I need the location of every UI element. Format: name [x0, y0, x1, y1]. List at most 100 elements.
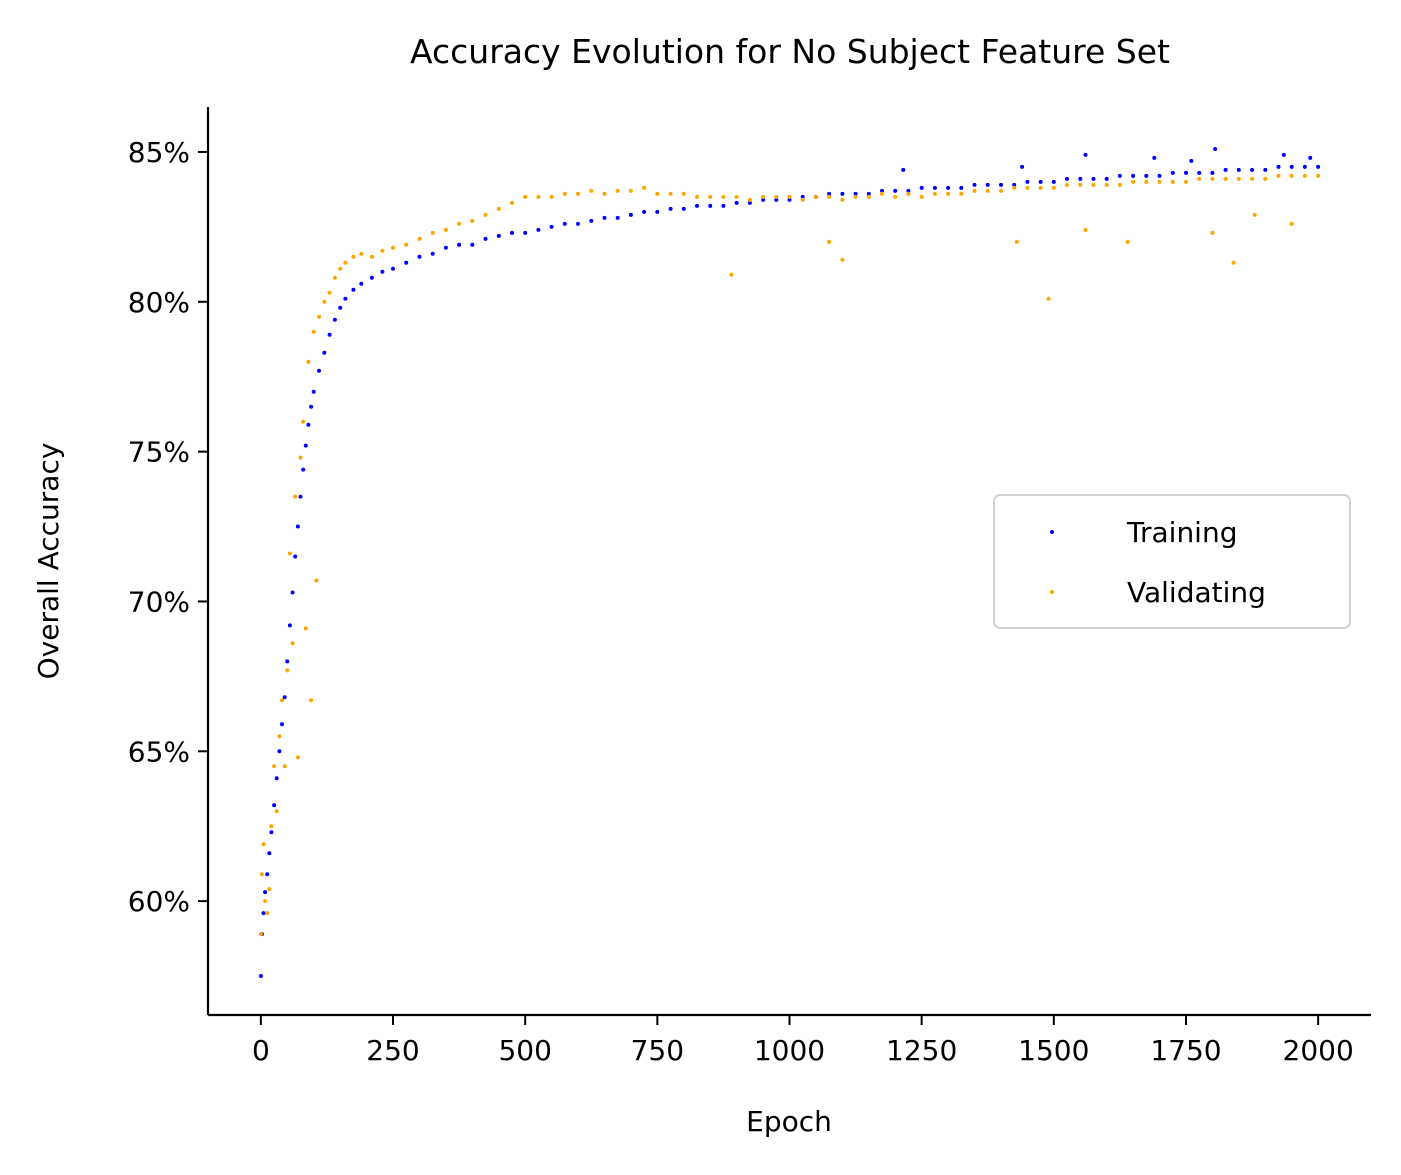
training-point — [1091, 176, 1096, 181]
training-point — [1144, 173, 1149, 178]
training-point — [470, 242, 475, 247]
training-point — [391, 266, 395, 271]
validating-point — [277, 734, 282, 739]
validating-point — [628, 188, 633, 193]
training-point — [549, 224, 554, 229]
training-point — [1289, 164, 1294, 169]
training-point — [880, 188, 884, 193]
validating-point — [721, 194, 726, 199]
training-point — [866, 191, 871, 196]
training-point — [959, 185, 964, 190]
validating-point — [470, 218, 475, 223]
validating-point — [1289, 221, 1294, 226]
training-point — [1170, 170, 1175, 175]
training-point — [282, 695, 287, 700]
training-point — [893, 188, 898, 193]
training-point — [761, 197, 766, 202]
validating-point — [695, 194, 699, 199]
validating-point — [272, 764, 277, 769]
validating-point — [391, 245, 395, 250]
validating-point — [589, 188, 594, 193]
training-point — [721, 203, 726, 208]
validating-point — [314, 578, 319, 583]
x-axis-label: Epoch — [746, 1105, 832, 1138]
training-point — [1308, 155, 1313, 160]
plot-area — [258, 147, 1321, 978]
training-point — [1302, 164, 1307, 169]
validating-point — [576, 191, 580, 196]
training-point — [443, 245, 448, 250]
validating-point — [681, 191, 686, 196]
validating-point — [840, 257, 845, 262]
training-point — [1020, 164, 1025, 169]
validating-point — [1046, 296, 1051, 301]
validating-point — [813, 194, 818, 199]
training-point — [338, 305, 343, 310]
training-point — [1250, 167, 1255, 172]
training-point — [269, 830, 274, 835]
training-point — [343, 296, 348, 301]
training-point — [602, 215, 607, 220]
validating-point — [303, 626, 308, 631]
training-point — [523, 230, 528, 235]
validating-point — [351, 254, 356, 259]
training-point — [1276, 164, 1281, 169]
training-point — [576, 221, 580, 226]
validating-point — [562, 191, 567, 196]
training-point — [946, 185, 951, 190]
training-point — [906, 188, 911, 193]
validating-point — [1302, 173, 1307, 178]
validating-point — [985, 188, 990, 193]
validating-point — [258, 932, 263, 937]
validating-point — [1157, 179, 1162, 184]
y-tick-label: 75% — [128, 436, 190, 469]
validating-point — [369, 254, 374, 259]
validating-point — [549, 194, 554, 199]
legend: Training Validating — [993, 494, 1351, 629]
legend-label-training: Training — [1126, 516, 1237, 549]
validating-point — [1131, 179, 1136, 184]
x-tick-label: 2000 — [1283, 1034, 1354, 1067]
validating-point — [295, 755, 300, 760]
x-tick-label: 1250 — [886, 1034, 957, 1067]
training-point — [295, 524, 300, 529]
validating-point — [827, 239, 832, 244]
validating-point — [510, 200, 514, 205]
validating-point — [1051, 185, 1056, 190]
validating-point — [404, 242, 409, 247]
validating-point — [1263, 176, 1268, 181]
validating-point — [1125, 239, 1130, 244]
training-point — [298, 494, 303, 499]
series-training — [258, 147, 1321, 978]
training-point — [369, 275, 374, 280]
validating-point — [866, 194, 871, 199]
training-point — [306, 422, 311, 427]
validating-point — [457, 221, 462, 226]
validating-point — [1144, 179, 1149, 184]
training-point — [1051, 179, 1056, 184]
validating-point — [1078, 182, 1083, 187]
y-tick-label: 65% — [128, 735, 190, 768]
validating-point — [317, 314, 321, 319]
validating-point — [1083, 227, 1088, 232]
validating-point — [417, 236, 422, 241]
training-point — [1065, 176, 1069, 181]
validating-point — [919, 194, 924, 199]
validating-point — [523, 194, 528, 199]
training-point — [457, 242, 462, 247]
training-point — [309, 404, 314, 409]
training-point — [562, 221, 567, 226]
validating-point — [959, 191, 964, 196]
validating-point — [893, 194, 898, 199]
validating-point — [1170, 179, 1175, 184]
training-point — [536, 227, 541, 232]
series-validating — [258, 173, 1321, 937]
training-point — [265, 872, 270, 877]
validating-point — [287, 551, 292, 556]
validating-point — [1210, 176, 1215, 181]
training-point — [327, 332, 332, 337]
validating-point — [1038, 185, 1043, 190]
training-point — [277, 749, 282, 754]
training-point — [1197, 170, 1202, 175]
training-point — [668, 206, 673, 211]
